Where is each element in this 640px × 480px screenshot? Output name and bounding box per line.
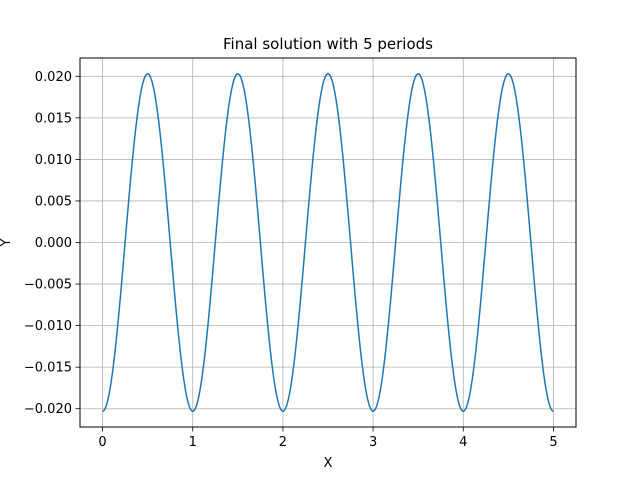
x-tick-label: 1 bbox=[189, 435, 197, 450]
y-axis-label: Y bbox=[0, 238, 14, 247]
x-tick-label: 0 bbox=[98, 435, 106, 450]
axis-ticks: 0 1 2 3 4 5 −0.020 −0.015 −0.010 −0.005 0.000 0.005… bbox=[24, 70, 558, 450]
y-tick-label: 0.000 bbox=[35, 236, 72, 251]
x-tick-label: 5 bbox=[549, 435, 557, 450]
y-tick-label: 0.010 bbox=[35, 153, 72, 168]
y-tick-label: 0.020 bbox=[35, 70, 72, 85]
y-tick-label: −0.020 bbox=[24, 402, 72, 417]
x-tick-label: 2 bbox=[279, 435, 287, 450]
chart-title: Final solution with 5 periods bbox=[223, 35, 433, 53]
x-axis-label: X bbox=[324, 456, 333, 471]
x-tick-label: 4 bbox=[459, 435, 467, 450]
grid-lines bbox=[80, 58, 576, 427]
y-tick-label: 0.005 bbox=[35, 194, 72, 209]
y-tick-label: −0.010 bbox=[24, 319, 72, 334]
y-tick-label: −0.015 bbox=[24, 361, 72, 376]
y-tick-label: −0.005 bbox=[24, 278, 72, 293]
series-line bbox=[102, 73, 554, 412]
y-tick-label: 0.015 bbox=[35, 111, 72, 126]
series-layer bbox=[102, 73, 554, 412]
x-tick-label: 3 bbox=[369, 435, 377, 450]
